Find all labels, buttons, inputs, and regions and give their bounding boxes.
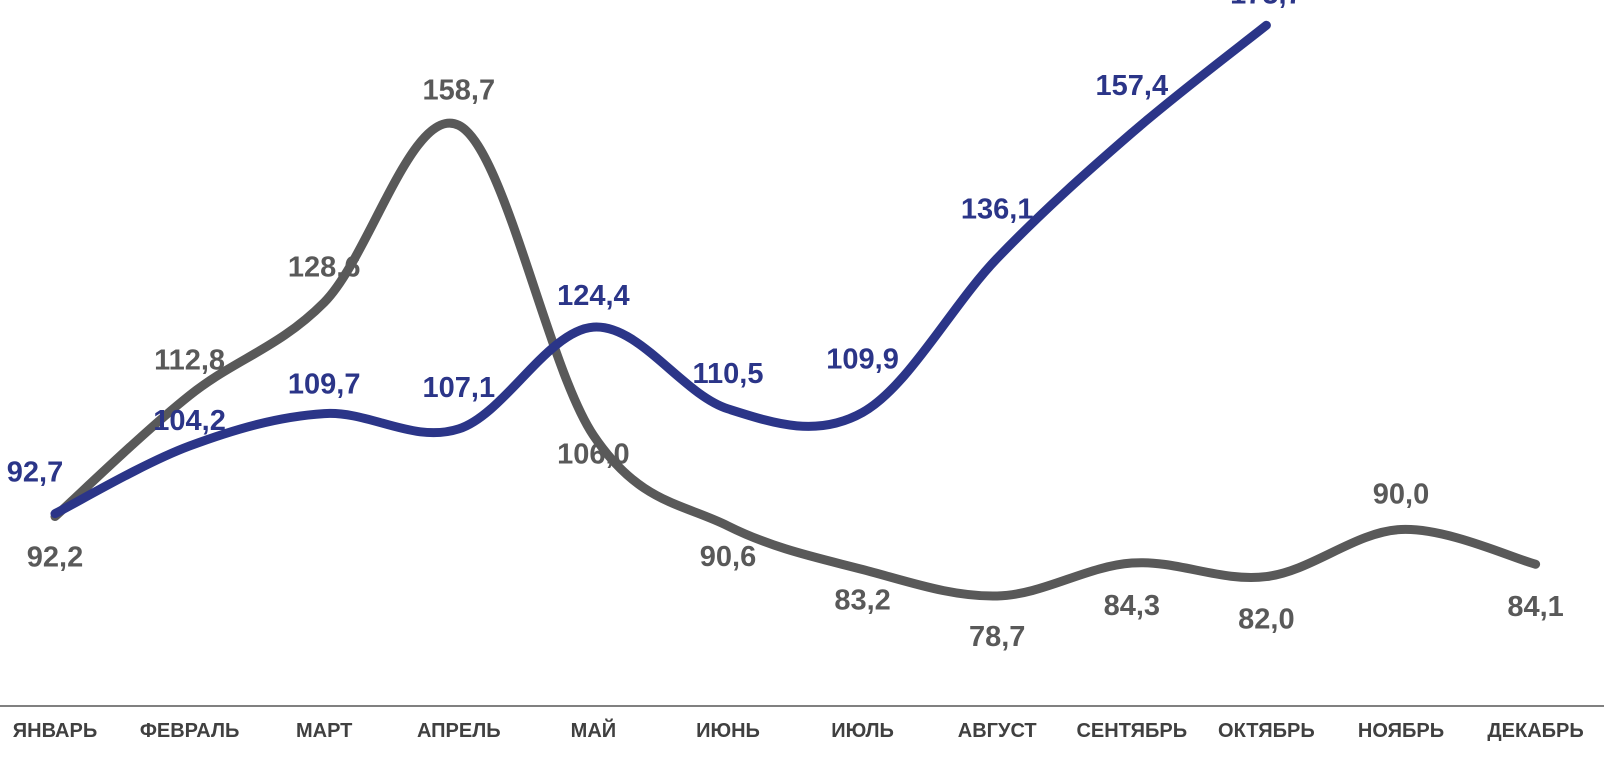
data-label: 112,8 xyxy=(154,344,225,376)
data-label: 124,4 xyxy=(557,280,630,312)
data-label: 107,1 xyxy=(423,372,496,404)
data-label: 136,1 xyxy=(961,193,1034,225)
x-axis-ticks: ЯНВАРЬ ФЕВРАЛЬ МАРТ АПРЕЛЬ МАЙ ИЮНЬ ИЮЛЬ АВГУСТ… xyxy=(13,718,1584,742)
x-tick-label: МАРТ xyxy=(296,720,352,742)
data-label: 106,0 xyxy=(557,438,630,470)
data-label: 92,7 xyxy=(7,457,63,489)
data-label: 175,7 xyxy=(1230,0,1303,10)
x-tick-label: АПРЕЛЬ xyxy=(417,720,501,742)
data-label: 84,1 xyxy=(1507,591,1563,623)
series-layer xyxy=(50,20,1541,601)
data-label: 90,6 xyxy=(700,541,756,573)
data-label: 109,7 xyxy=(288,369,361,401)
x-tick-label: ОКТЯБРЬ xyxy=(1218,720,1315,742)
data-label: 90,0 xyxy=(1373,479,1429,511)
series-line-2 xyxy=(50,20,1271,519)
x-tick-label: ИЮЛЬ xyxy=(831,720,894,742)
x-tick-label: ИЮНЬ xyxy=(696,720,760,742)
data-label: 104,2 xyxy=(153,405,226,437)
x-tick-label: СЕНТЯБРЬ xyxy=(1076,720,1187,742)
data-label: 83,2 xyxy=(834,585,890,617)
data-label: 84,3 xyxy=(1104,590,1160,622)
data-label: 78,7 xyxy=(969,621,1025,653)
x-tick-label: ЯНВАРЬ xyxy=(13,720,97,742)
x-tick-label: НОЯБРЬ xyxy=(1358,720,1444,742)
data-label: 157,4 xyxy=(1096,70,1169,102)
data-label: 109,9 xyxy=(826,343,899,375)
data-label-layer: 92,2 112,8 128,6 158,7 106,0 90,6 83,2 78,7 84,3… xyxy=(7,0,1564,653)
data-label: 128,6 xyxy=(288,251,361,283)
x-tick-label: ДЕКАБРЬ xyxy=(1487,720,1583,742)
x-tick-label: АВГУСТ xyxy=(958,720,1037,742)
data-label: 92,2 xyxy=(27,542,83,574)
x-tick-label: МАЙ xyxy=(571,718,616,742)
data-label: 158,7 xyxy=(423,74,496,106)
x-tick-label: ФЕВРАЛЬ xyxy=(140,720,240,742)
data-label: 110,5 xyxy=(693,358,764,390)
data-label: 82,0 xyxy=(1238,604,1294,636)
series-line-1 xyxy=(50,118,1541,601)
